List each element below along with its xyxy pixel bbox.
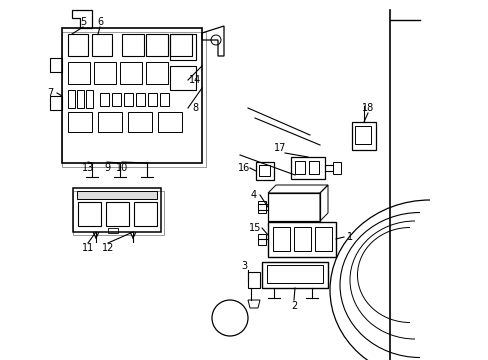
Bar <box>170 66 196 90</box>
Bar <box>134 202 157 226</box>
Bar <box>259 165 269 176</box>
Bar <box>108 228 118 233</box>
Bar <box>146 62 168 84</box>
Text: 10: 10 <box>116 163 128 173</box>
Bar <box>170 34 192 56</box>
Bar <box>77 191 157 199</box>
Bar <box>351 122 375 150</box>
Bar <box>68 112 92 132</box>
Bar <box>267 222 335 257</box>
Bar <box>77 90 84 108</box>
Bar <box>332 162 340 174</box>
Text: 14: 14 <box>188 75 201 85</box>
Text: 17: 17 <box>273 143 285 153</box>
Text: 16: 16 <box>237 163 250 173</box>
Bar <box>78 202 101 226</box>
Bar <box>94 62 116 84</box>
Bar <box>354 126 370 144</box>
Text: 1: 1 <box>346 232 352 242</box>
Bar <box>148 93 157 106</box>
Bar <box>308 161 318 174</box>
Text: 6: 6 <box>97 17 103 27</box>
Bar <box>272 227 289 251</box>
Bar <box>128 112 152 132</box>
Text: 7: 7 <box>47 88 53 98</box>
Bar <box>158 112 182 132</box>
Text: 4: 4 <box>250 190 257 200</box>
Bar <box>160 93 169 106</box>
Text: 12: 12 <box>102 243 114 253</box>
Bar <box>120 62 142 84</box>
Bar <box>112 93 121 106</box>
Text: 2: 2 <box>290 301 297 311</box>
Text: 15: 15 <box>248 223 261 233</box>
Bar <box>73 188 161 232</box>
Bar <box>62 28 202 163</box>
Bar <box>247 272 260 288</box>
Bar <box>258 201 265 213</box>
Bar <box>170 34 196 60</box>
Text: 9: 9 <box>104 163 110 173</box>
Bar <box>266 265 323 283</box>
Bar <box>86 90 93 108</box>
Bar <box>293 227 310 251</box>
Bar <box>68 90 75 108</box>
Bar <box>314 227 331 251</box>
Text: 3: 3 <box>241 261 246 271</box>
Bar <box>258 234 265 245</box>
Bar <box>92 34 112 56</box>
Bar <box>136 93 145 106</box>
Bar <box>98 112 122 132</box>
Bar <box>106 202 129 226</box>
Bar <box>146 34 168 56</box>
Bar <box>68 34 88 56</box>
Bar <box>122 34 143 56</box>
Bar <box>290 157 325 179</box>
Bar <box>267 193 319 221</box>
Bar <box>100 93 109 106</box>
Bar <box>256 162 273 180</box>
Text: 18: 18 <box>361 103 373 113</box>
Bar <box>124 93 133 106</box>
Bar <box>68 62 90 84</box>
Bar <box>262 262 327 288</box>
Bar <box>294 161 305 174</box>
Text: 11: 11 <box>81 243 94 253</box>
Text: 5: 5 <box>80 17 86 27</box>
Text: 13: 13 <box>81 163 94 173</box>
Text: 8: 8 <box>192 103 198 113</box>
